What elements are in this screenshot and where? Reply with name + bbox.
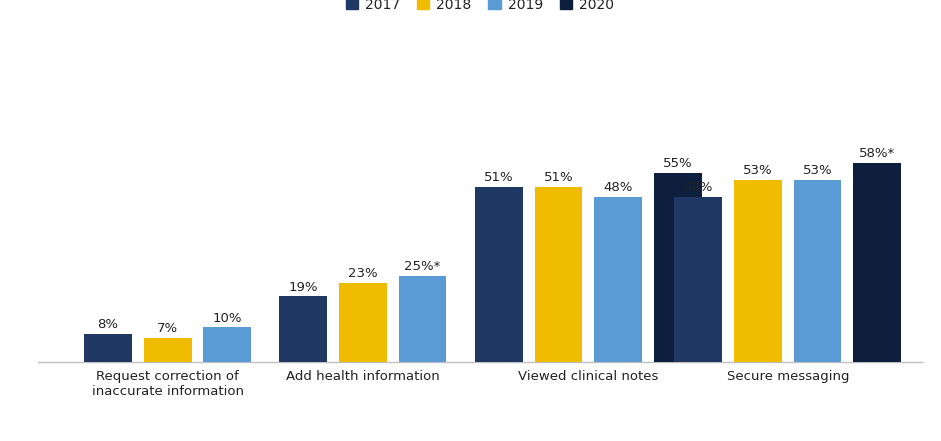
Text: 53%: 53% [803, 164, 833, 177]
Bar [734, 180, 782, 362]
Bar [85, 334, 132, 362]
Text: 19%: 19% [289, 281, 318, 294]
Bar [793, 180, 841, 362]
Bar [675, 197, 722, 362]
Bar [144, 338, 192, 362]
Text: 25%*: 25%* [405, 260, 440, 273]
Bar [654, 173, 702, 362]
Text: 48%: 48% [684, 181, 713, 194]
Text: 55%: 55% [662, 157, 693, 170]
Text: 53%: 53% [743, 164, 773, 177]
Text: 51%: 51% [484, 171, 514, 184]
Text: 58%*: 58%* [859, 147, 895, 160]
Bar [475, 187, 523, 362]
Bar [595, 197, 642, 362]
Text: 48%: 48% [603, 181, 632, 194]
Bar [399, 276, 446, 362]
Text: 23%: 23% [348, 267, 377, 280]
Bar [534, 187, 582, 362]
Text: NA: NA [475, 345, 494, 358]
Text: NA: NA [279, 345, 298, 358]
Text: 51%: 51% [544, 171, 573, 184]
Bar [853, 163, 901, 362]
Text: 7%: 7% [157, 322, 178, 335]
Bar [203, 327, 251, 362]
Text: 8%: 8% [98, 318, 119, 332]
Text: 10%: 10% [213, 312, 242, 325]
Legend: 2017, 2018, 2019, 2020: 2017, 2018, 2019, 2020 [340, 0, 620, 17]
Bar [279, 296, 327, 362]
Bar [339, 283, 387, 362]
